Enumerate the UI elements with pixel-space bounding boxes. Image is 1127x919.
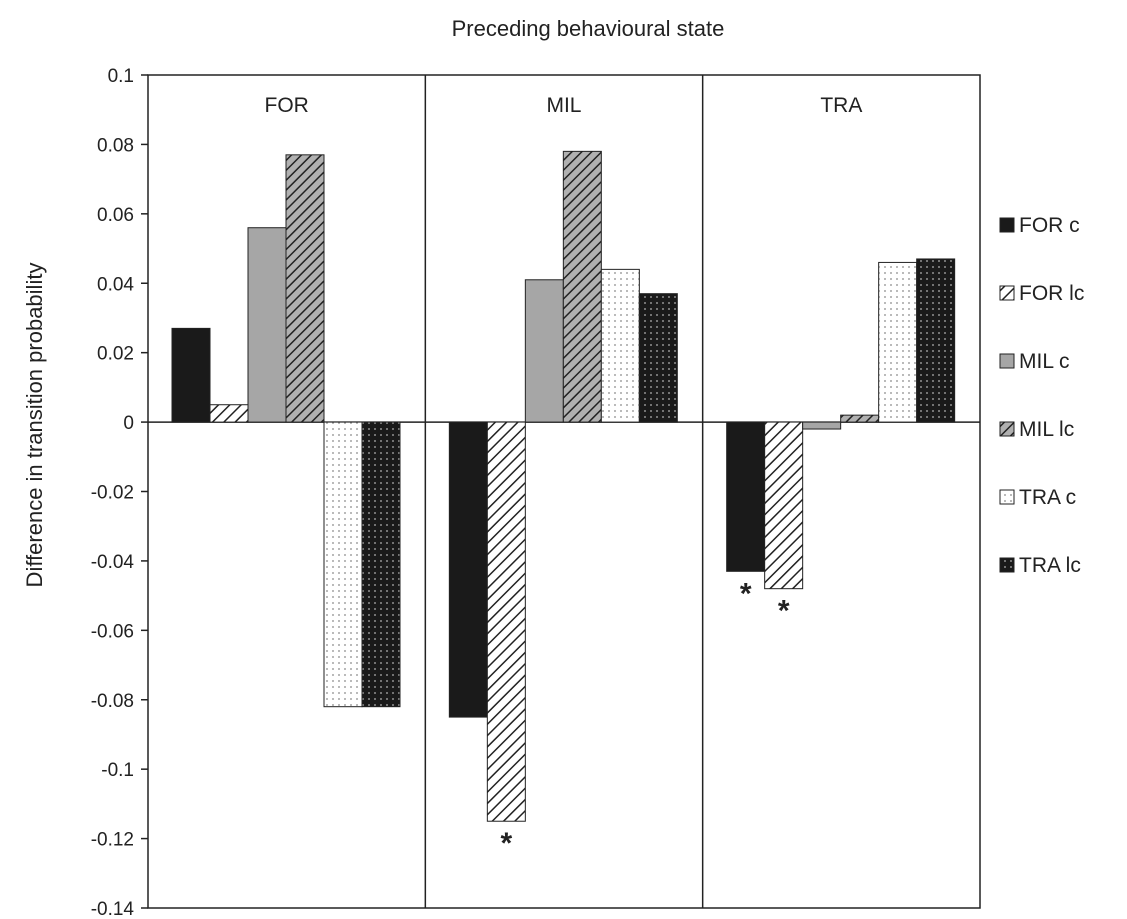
y-tick-label: 0.04 — [97, 274, 134, 295]
y-tick-label: -0.08 — [91, 691, 134, 712]
bar-tra-mil-lc — [841, 415, 879, 422]
bar-mil-mil-c — [525, 280, 563, 422]
legend-label: FOR lc — [1019, 282, 1084, 305]
bar-tra-tra-lc — [917, 259, 955, 422]
bar-tra-mil-c — [803, 422, 841, 429]
legend-label: FOR c — [1019, 214, 1080, 237]
bar-for-for-lc — [210, 405, 248, 422]
bar-mil-mil-lc — [563, 151, 601, 422]
bars — [172, 151, 955, 821]
annotations: * * * — [500, 577, 789, 860]
bar-for-mil-lc — [286, 155, 324, 422]
significance-mark: * — [778, 595, 790, 628]
y-ticks: 0.1 0.08 0.06 0.04 0.02 0 -0.02 -0.04 -0.06 -0.08… — [91, 66, 148, 919]
bar-tra-for-c — [727, 422, 765, 571]
y-tick-label: -0.02 — [91, 483, 134, 504]
bar-tra-tra-c — [879, 262, 917, 422]
y-tick-label: 0.06 — [97, 205, 134, 226]
legend-label: MIL c — [1019, 350, 1070, 373]
bar-for-for-c — [172, 328, 210, 422]
bar-mil-for-lc — [487, 422, 525, 821]
legend-label: MIL lc — [1019, 418, 1074, 441]
y-tick-label: 0.08 — [97, 135, 134, 156]
significance-mark: * — [740, 577, 752, 610]
legend-swatch — [1000, 218, 1014, 232]
y-tick-label: -0.04 — [91, 552, 135, 573]
legend-label: TRA c — [1019, 486, 1076, 509]
legend-swatch — [1000, 558, 1014, 572]
y-tick-label: 0.1 — [108, 66, 134, 87]
bar-mil-tra-c — [601, 269, 639, 422]
bar-for-tra-lc — [362, 422, 400, 707]
panel-labels: FOR MIL TRA — [265, 94, 863, 117]
bar-mil-tra-lc — [639, 294, 677, 422]
y-tick-label: -0.06 — [91, 621, 134, 642]
legend-swatch — [1000, 490, 1014, 504]
legend-swatch — [1000, 354, 1014, 368]
panel-label-for: FOR — [265, 94, 309, 117]
bar-for-tra-c — [324, 422, 362, 707]
panel-label-mil: MIL — [546, 94, 581, 117]
bar-for-mil-c — [248, 228, 286, 422]
y-tick-label: 0 — [123, 413, 134, 434]
legend-swatch — [1000, 422, 1014, 436]
y-tick-label: -0.12 — [91, 830, 134, 851]
y-tick-label: 0.02 — [97, 344, 134, 365]
panel-label-tra: TRA — [820, 94, 862, 117]
legend: FOR c FOR lc MIL c MIL lc TRA c TRA lc — [1000, 214, 1084, 577]
significance-mark: * — [500, 827, 512, 860]
legend-label: TRA lc — [1019, 554, 1081, 577]
y-tick-label: -0.14 — [91, 899, 135, 919]
legend-swatch — [1000, 286, 1014, 300]
bar-mil-for-c — [449, 422, 487, 717]
chart-title: Preceding behavioural state — [452, 16, 725, 41]
bar-tra-for-lc — [765, 422, 803, 589]
y-axis-label: Difference in transition probability — [22, 263, 47, 588]
y-tick-label: -0.1 — [101, 760, 134, 781]
